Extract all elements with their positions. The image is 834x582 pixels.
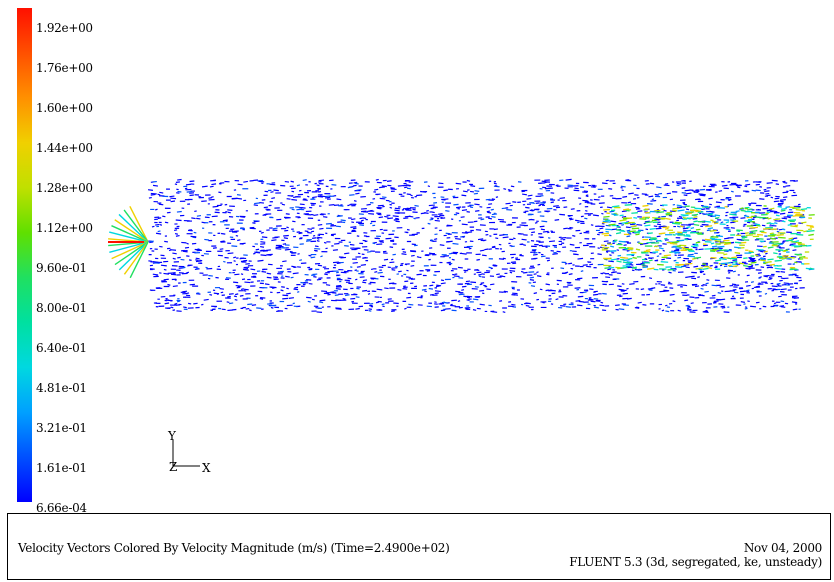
color-scale-bar (17, 8, 32, 502)
colorbar-tick-label: 1.76e+00 (36, 61, 93, 75)
solver-info: FLUENT 5.3 (3d, segregated, ke, unsteady… (569, 555, 822, 569)
caption-box: Velocity Vectors Colored By Velocity Mag… (7, 513, 831, 580)
colorbar-tick-label: 1.92e+00 (36, 21, 93, 35)
colorbar-tick-label: 1.28e+00 (36, 181, 93, 195)
colorbar-tick-label: 1.44e+00 (36, 141, 93, 155)
axis-triad: Y Z X (160, 428, 220, 478)
plot-date: Nov 04, 2000 (743, 541, 822, 555)
x-axis-label: X (202, 461, 211, 475)
colorbar-tick-label: 8.00e-01 (36, 301, 87, 315)
colorbar-tick-label: 4.81e-01 (36, 381, 87, 395)
colorbar-tick-label: 9.60e-01 (36, 261, 87, 275)
colorbar-tick-label: 1.12e+00 (36, 221, 93, 235)
velocity-vector-field (108, 178, 815, 314)
colorbar-tick-label: 6.66e-04 (36, 501, 87, 515)
colorbar-tick-label: 3.21e-01 (36, 421, 87, 435)
colorbar-tick-label: 1.60e+00 (36, 101, 93, 115)
z-axis-label: Z (169, 460, 178, 474)
plot-caption: Velocity Vectors Colored By Velocity Mag… (18, 541, 450, 555)
y-axis-label: Y (168, 429, 176, 443)
colorbar-tick-label: 6.40e-01 (36, 341, 87, 355)
colorbar-tick-label: 1.61e-01 (36, 461, 87, 475)
